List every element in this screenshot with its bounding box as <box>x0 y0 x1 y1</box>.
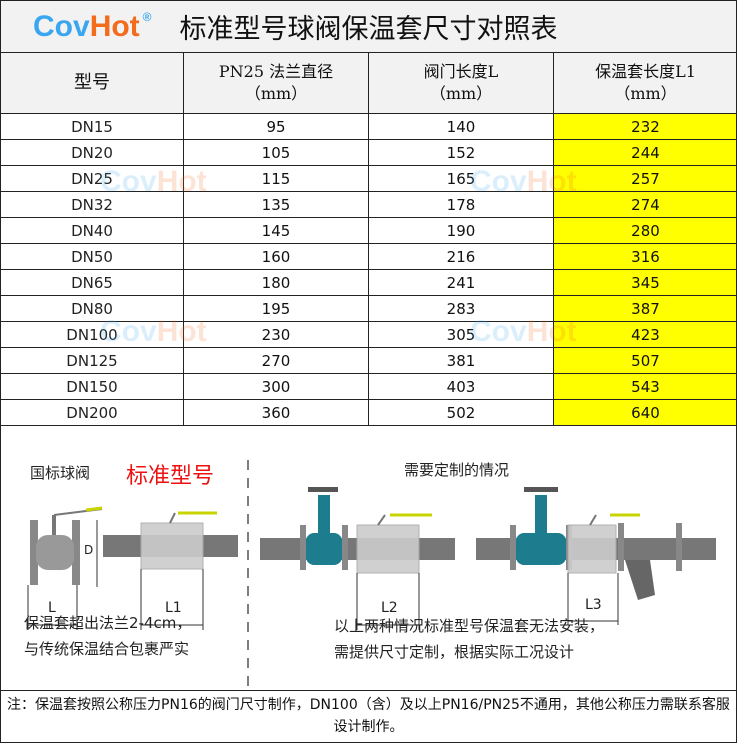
table-cell: 95 <box>183 113 369 140</box>
table-cell: DN100 <box>0 321 184 348</box>
illustration: 国标球阀 标准型号 需要定制的情况 <box>0 425 737 690</box>
table-cell: 152 <box>368 139 554 166</box>
header-line: PN25 法兰直径 <box>218 62 334 81</box>
table-cell: 115 <box>183 165 369 192</box>
table-cell: 283 <box>368 295 554 322</box>
table-cell: 140 <box>368 113 554 140</box>
table-cell: 387 <box>553 295 737 322</box>
table-cell: 274 <box>553 191 737 218</box>
valve-diagram <box>27 460 716 690</box>
table-cell: 241 <box>368 269 554 296</box>
standard-label: 标准型号 <box>126 464 215 489</box>
table-cell: DN40 <box>0 217 184 244</box>
table-row: DN50 160 216 316 <box>0 243 737 270</box>
column-header: PN25 法兰直径 （mm） <box>183 52 369 114</box>
table-cell: 507 <box>553 347 737 374</box>
title-bar: CovHot ® 标准型号球阀保温套尺寸对照表 <box>0 0 737 53</box>
table-row: DN25 115 165 257 <box>0 165 737 192</box>
header-line: 型号 <box>74 72 110 93</box>
table-row: DN100 230 305 423 <box>0 321 737 348</box>
left-label: 国标球阀 <box>30 464 91 482</box>
table-cell: 105 <box>183 139 369 166</box>
table-cell: 300 <box>183 373 369 400</box>
table-cell: 280 <box>553 217 737 244</box>
strainer-icon <box>625 560 655 600</box>
gate-valve-icon <box>306 533 342 565</box>
dim-l: L <box>48 600 56 616</box>
footnote: 注：保温套按照公称压力PN16的阀门尺寸制作，DN100（含）及以上PN16/P… <box>0 690 737 743</box>
table-cell: 502 <box>368 399 554 426</box>
ball-valve-icon <box>30 506 103 585</box>
table-cell: 305 <box>368 321 554 348</box>
table-cell: 543 <box>553 373 737 400</box>
table-cell: 640 <box>553 399 737 426</box>
page-title: 标准型号球阀保温套尺寸对照表 <box>179 14 558 45</box>
header-unit: （mm） <box>244 84 308 103</box>
table-row: DN65 180 241 345 <box>0 269 737 296</box>
header-line: 阀门长度L <box>423 62 499 81</box>
table-cell: DN15 <box>0 113 184 140</box>
table-cell: 316 <box>553 243 737 270</box>
table-cell: 232 <box>553 113 737 140</box>
table-cell: DN200 <box>0 399 184 426</box>
table-row: DN200 360 502 640 <box>0 399 737 426</box>
table-row: DN80 195 283 387 <box>0 295 737 322</box>
header-unit: （mm） <box>614 84 677 103</box>
table-cell: 345 <box>553 269 737 296</box>
table-cell: DN32 <box>0 191 184 218</box>
table-cell: 257 <box>553 165 737 192</box>
table-cell: 160 <box>183 243 369 270</box>
insulation-jacket <box>567 524 617 574</box>
dim-l2: L2 <box>381 600 398 616</box>
table-cell: DN65 <box>0 269 184 296</box>
table-row: DN40 145 190 280 <box>0 217 737 244</box>
table-cell: 423 <box>553 321 737 348</box>
table-cell: 360 <box>183 399 369 426</box>
table-cell: DN20 <box>0 139 184 166</box>
header-line: 保温套长度L1 <box>595 62 696 81</box>
left-desc-2: 与传统保温结合包裹严实 <box>24 640 190 658</box>
logo: CovHot ® <box>33 9 152 43</box>
table-cell: 244 <box>553 139 737 166</box>
table-row: DN20 105 152 244 <box>0 139 737 166</box>
size-table: 型号 PN25 法兰直径 （mm） 阀门长度L （mm） 保温套长度L1 （mm） DN15… <box>0 52 737 426</box>
insulation-jacket <box>356 524 420 574</box>
right-desc-1: 以上两种情况标准型号保温套无法安装， <box>334 617 605 635</box>
column-header: 阀门长度L （mm） <box>368 52 554 114</box>
dim-l1: L1 <box>165 600 182 616</box>
dim-l3: L3 <box>585 597 602 613</box>
left-desc-1: 保温套超出法兰2-4cm， <box>24 614 192 632</box>
right-label: 需要定制的情况 <box>404 461 510 479</box>
header-unit: （mm） <box>429 84 493 103</box>
gate-valve-icon <box>516 533 566 565</box>
column-header: 保温套长度L1 （mm） <box>553 52 737 114</box>
table-row: DN15 95 140 232 <box>0 113 737 140</box>
dim-d: D <box>84 543 94 557</box>
right-desc-2: 需提供尺寸定制，根据实际工况设计 <box>334 643 575 661</box>
insulation-jacket <box>140 522 204 570</box>
